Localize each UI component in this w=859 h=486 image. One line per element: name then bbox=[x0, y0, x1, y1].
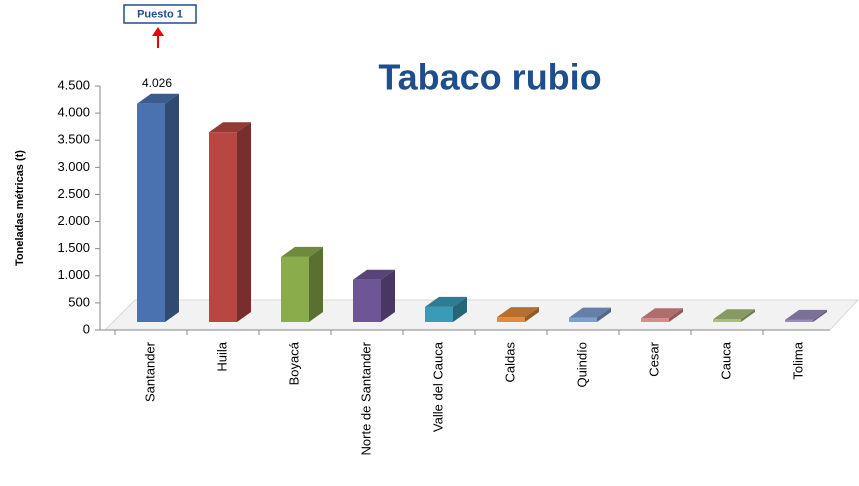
y-tick-label: 1.000 bbox=[57, 267, 90, 282]
bar bbox=[425, 296, 467, 322]
bar-front bbox=[353, 279, 381, 322]
bar-side bbox=[525, 307, 539, 322]
y-tick-label: 3.500 bbox=[57, 132, 90, 147]
x-tick-label: Cauca bbox=[718, 341, 733, 379]
bar bbox=[137, 93, 179, 323]
x-tick-label: Caldas bbox=[502, 342, 517, 383]
bar-side bbox=[741, 309, 755, 322]
bar-top bbox=[137, 93, 179, 104]
bar-front bbox=[713, 319, 741, 322]
y-tick-label: 4.500 bbox=[57, 77, 90, 92]
x-tick-label: Cesar bbox=[646, 341, 661, 376]
bar-front bbox=[425, 306, 453, 322]
bar-front bbox=[641, 318, 669, 322]
bar-side bbox=[309, 246, 323, 322]
bar bbox=[353, 269, 395, 322]
bar-top bbox=[713, 309, 755, 320]
bar-side bbox=[381, 269, 395, 322]
value-label: 4.026 bbox=[142, 76, 172, 90]
y-tick-label: 1.500 bbox=[57, 240, 90, 255]
bar-front bbox=[497, 317, 525, 322]
bar bbox=[569, 307, 611, 322]
bar-side bbox=[237, 122, 251, 322]
bar-front bbox=[137, 103, 165, 323]
y-tick-label: 500 bbox=[68, 294, 90, 309]
bar-top bbox=[497, 307, 539, 318]
bar bbox=[497, 307, 539, 322]
annotation: Puesto 1 bbox=[137, 8, 183, 20]
bar-side bbox=[669, 308, 683, 322]
annotation-box bbox=[123, 4, 197, 24]
bar-side bbox=[597, 307, 611, 322]
y-tick-label: 4.000 bbox=[57, 105, 90, 120]
bar bbox=[641, 308, 683, 322]
x-tick-label: Norte de Santander bbox=[358, 341, 373, 455]
bar-front bbox=[569, 317, 597, 322]
x-tick-label: Santander bbox=[142, 341, 157, 402]
bar-side bbox=[165, 93, 179, 323]
x-tick-label: Quindío bbox=[574, 342, 589, 388]
bar-top bbox=[209, 122, 251, 133]
x-tick-label: Huila bbox=[214, 341, 229, 371]
bar bbox=[713, 309, 755, 322]
bar-top bbox=[569, 307, 611, 318]
y-tick-label: 2.500 bbox=[57, 186, 90, 201]
bar-side bbox=[813, 309, 827, 322]
bar bbox=[209, 122, 251, 322]
x-tick-label: Valle del Cauca bbox=[430, 341, 445, 432]
arrow-head bbox=[152, 27, 164, 36]
bar-front bbox=[281, 256, 309, 322]
y-tick-label: 2.000 bbox=[57, 213, 90, 228]
bar-top bbox=[425, 296, 467, 307]
chart-title: Tabaco rubio bbox=[378, 57, 601, 98]
bar-top bbox=[641, 308, 683, 319]
x-tick-label: Boyacá bbox=[286, 341, 301, 385]
bar-front bbox=[209, 132, 237, 322]
bar-top bbox=[281, 246, 323, 257]
bar-top bbox=[353, 269, 395, 280]
y-axis-label: Toneladas métricas (t) bbox=[14, 150, 26, 266]
y-tick-label: 0 bbox=[83, 321, 90, 336]
bar-front bbox=[785, 319, 813, 322]
bar bbox=[785, 309, 827, 322]
bar-top bbox=[785, 309, 827, 320]
y-tick-label: 3.000 bbox=[57, 159, 90, 174]
bar bbox=[281, 246, 323, 322]
bar-side bbox=[453, 296, 467, 322]
x-tick-label: Tolima bbox=[790, 341, 805, 379]
